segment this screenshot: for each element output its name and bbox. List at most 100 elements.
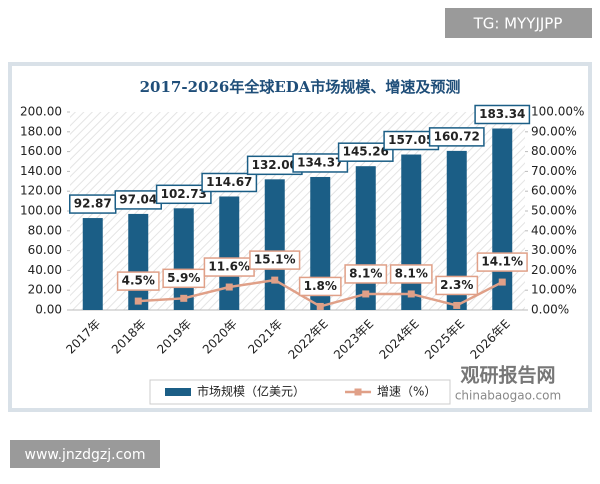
legend-frame [149, 379, 451, 405]
data-label: 160.72 [434, 129, 480, 143]
y2-tick-label: 20.00% [531, 263, 577, 277]
data-label-box [344, 264, 388, 284]
logo: 观研报告网 [460, 364, 555, 387]
data-label-box [298, 276, 342, 297]
footer-box [10, 440, 160, 468]
data-label: 14.1% [481, 255, 523, 269]
data-label: 97.04 [114, 190, 162, 210]
data-label: 4.5% [122, 274, 155, 288]
legend-label: 市场规模（亿美元） [197, 384, 305, 399]
y-tick-label: 200.00 [20, 105, 62, 119]
data-label: 114.67 [206, 175, 252, 189]
data-label: 11.6% [208, 260, 250, 274]
line-marker [225, 283, 233, 291]
line-marker [271, 276, 279, 284]
y2-tick-label: 0.00% [531, 303, 569, 317]
data-label: 2.3% [440, 278, 473, 292]
y-tick-label: 140.00 [20, 164, 62, 178]
data-label: 102.73 [161, 187, 207, 201]
watermark: TG: MYYJJPP [473, 15, 563, 33]
data-label-box [292, 153, 349, 173]
y-tick-label: 0.00 [35, 303, 62, 317]
y-tick-label: 100.00 [20, 204, 62, 218]
chart-title: 2017-2026年全球EDA市场规模、增速及预测 [140, 78, 461, 96]
bar [219, 196, 240, 310]
data-label-box [201, 172, 258, 193]
data-label-box [389, 264, 433, 284]
data-label-box [337, 142, 394, 162]
data-label: 15.1% [254, 253, 296, 267]
legend-swatch-marker [354, 388, 362, 396]
line-marker [134, 297, 142, 305]
data-label: 1.8% [298, 276, 342, 297]
data-label-box [155, 184, 212, 205]
data-label: 92.87 [69, 194, 117, 214]
legend-label: 增速（%） [377, 385, 436, 399]
y2-tick-label: 100.00% [531, 105, 584, 119]
y-tick-label: 80.00 [28, 223, 62, 237]
data-label-box [116, 271, 160, 291]
data-label: 15.1% [249, 250, 301, 270]
data-label: 1.8% [304, 279, 337, 293]
data-label: 5.9% [167, 271, 200, 285]
watermark-box [445, 8, 592, 38]
y-tick-label: 180.00 [20, 124, 62, 138]
y2-tick-label: 70.00% [531, 164, 577, 178]
data-label: 8.1% [349, 266, 382, 280]
y2-tick-label: 80.00% [531, 144, 577, 158]
data-label: 183.34 [479, 107, 525, 121]
data-label: 102.73 [155, 184, 212, 205]
data-label: 145.26 [337, 142, 394, 162]
bar [355, 166, 376, 310]
data-label-box [249, 250, 301, 270]
data-label: 157.05 [388, 133, 434, 147]
data-label: 8.1% [389, 264, 433, 284]
data-label: 183.34 [474, 104, 531, 125]
data-label: 132.00 [252, 158, 298, 172]
logo-url: chinabaogao.com [455, 389, 561, 403]
data-label: 160.72 [428, 127, 485, 147]
y-tick-label: 40.00 [28, 263, 62, 277]
line-marker [316, 302, 324, 310]
data-label: 4.5% [116, 271, 160, 291]
line-marker [453, 301, 461, 309]
line-marker [498, 278, 506, 286]
y2-tick-label: 90.00% [531, 124, 577, 138]
y2-tick-label: 10.00% [531, 283, 577, 297]
line-marker [407, 290, 415, 298]
data-label: 114.67 [201, 172, 258, 193]
y2-tick-label: 60.00% [531, 184, 577, 198]
data-label-box [435, 275, 479, 296]
bar [82, 218, 103, 310]
data-label-box [474, 104, 531, 125]
bar [401, 154, 422, 310]
y-tick-label: 160.00 [20, 144, 62, 158]
data-label: 8.1% [344, 264, 388, 284]
bar [446, 150, 467, 310]
data-label: 145.26 [343, 145, 389, 159]
data-label: 97.04 [119, 192, 157, 206]
y2-tick-label: 30.00% [531, 243, 577, 257]
data-label: 134.37 [297, 155, 343, 169]
data-label-box [162, 268, 206, 289]
data-label: 11.6% [203, 257, 255, 277]
data-label: 5.9% [162, 268, 206, 289]
legend-swatch [165, 388, 191, 396]
data-label: 132.00 [246, 155, 303, 176]
line-marker [362, 290, 370, 298]
y2-tick-label: 50.00% [531, 204, 577, 218]
footer: www.jnzdgzj.com [25, 447, 146, 463]
data-label-box [476, 252, 528, 272]
data-label: 8.1% [395, 266, 428, 280]
data-label: 14.1% [476, 252, 528, 272]
data-label: 2.3% [435, 275, 479, 296]
data-label: 134.37 [292, 153, 349, 173]
line-marker [180, 294, 188, 302]
bar [264, 179, 285, 310]
y-tick-label: 20.00 [28, 283, 62, 297]
y-tick-label: 60.00 [28, 243, 62, 257]
bar [128, 213, 149, 310]
y-tick-label: 120.00 [20, 184, 62, 198]
data-label-box [428, 127, 485, 147]
